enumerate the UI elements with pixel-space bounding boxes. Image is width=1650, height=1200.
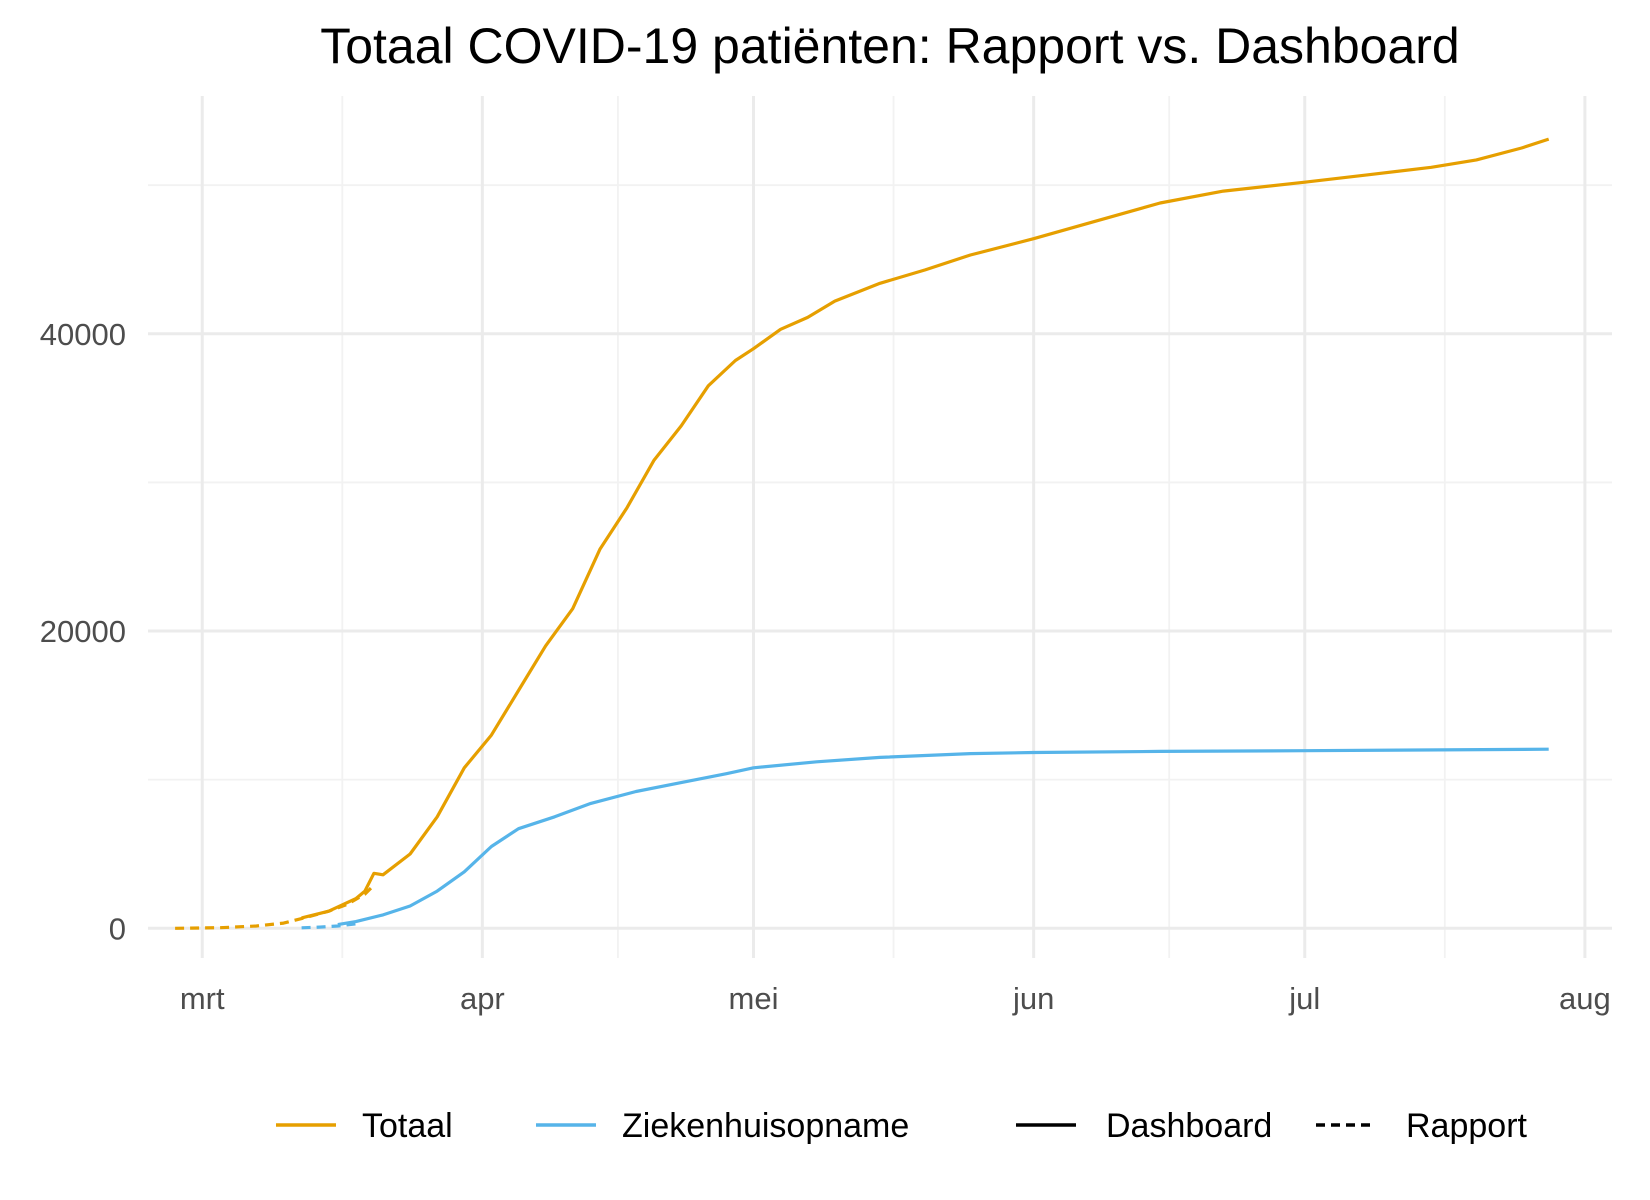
legend: Totaal Ziekenhuisopname Dashboard Rapport — [276, 1107, 1528, 1145]
legend-label: Dashboard — [1106, 1107, 1272, 1145]
y-tick-label: 20000 — [40, 614, 126, 649]
x-tick-label: apr — [460, 981, 505, 1016]
series-line-ziekenhuisopname-rapport — [301, 922, 357, 930]
x-tick-label: mrt — [180, 981, 225, 1016]
axis-labels: 0 20000 40000 mrt apr mei jun jul aug — [40, 317, 1611, 1016]
y-tick-label: 40000 — [40, 317, 126, 352]
series-line-totaal-dashboard — [301, 137, 1550, 920]
legend-label: Totaal — [362, 1107, 453, 1145]
grid — [148, 96, 1612, 958]
series-line-ziekenhuisopname-dashboard — [337, 747, 1549, 927]
series-line-totaal-rapport — [175, 884, 376, 930]
x-tick-label: jul — [1288, 981, 1320, 1016]
x-tick-label: aug — [1559, 981, 1611, 1016]
legend-label: Ziekenhuisopname — [622, 1107, 909, 1145]
chart-title: Totaal COVID-19 patiënten: Rapport vs. D… — [320, 18, 1460, 74]
x-tick-label: jun — [1012, 981, 1054, 1016]
x-tick-label: mei — [729, 981, 779, 1016]
y-tick-label: 0 — [109, 911, 126, 946]
series-lines — [175, 137, 1550, 930]
legend-label: Rapport — [1406, 1107, 1528, 1145]
